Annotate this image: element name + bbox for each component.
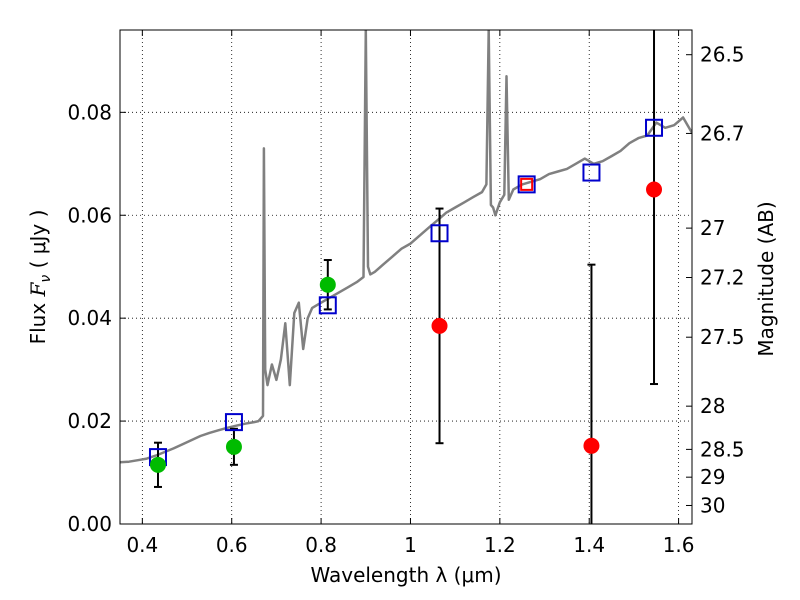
model-square-point	[224, 413, 243, 432]
observed-point	[319, 276, 336, 293]
y-tick-label: 0.00	[67, 512, 112, 536]
y2-axis-label: Magnitude (AB)	[754, 201, 778, 356]
y-axis-label-pre: Flux	[26, 296, 50, 344]
model-square-point	[645, 118, 664, 137]
y-tick-label: 0.08	[67, 100, 112, 124]
y-tick-label: 0.04	[67, 306, 112, 330]
y2-tick-label: 29	[700, 465, 725, 489]
observed-point	[646, 181, 663, 198]
x-tick-label: 1.4	[573, 533, 605, 557]
y2-tick-label: 28	[700, 394, 725, 418]
y2-tick-label: 30	[700, 493, 725, 517]
x-tick-label: 0.8	[305, 533, 337, 557]
model-square-point	[517, 175, 536, 194]
model-square-point	[318, 296, 337, 315]
x-tick-label: 0.6	[216, 533, 248, 557]
y-tick-label: 0.02	[67, 409, 112, 433]
x-tick-label: 1	[404, 533, 417, 557]
observed-point	[431, 317, 448, 334]
y-axis-label-post: ( μJy )	[26, 210, 50, 275]
spectrum-line	[120, 30, 692, 464]
y2-tick-label: 27.2	[700, 266, 745, 290]
x-tick-label: 1.2	[484, 533, 516, 557]
model-square-point	[520, 177, 534, 191]
y2-tick-label: 27.5	[700, 325, 745, 349]
y2-tick-label: 26.7	[700, 121, 745, 145]
x-tick-label: 0.4	[126, 533, 158, 557]
ticks: 0.4 0.6 0.8 1 1.2 1.4 1.6 0.00 0.02 0.04 0.06 0.08 2…	[67, 30, 745, 557]
model-square-point	[582, 163, 601, 182]
y-tick-label: 0.06	[67, 203, 112, 227]
y-axis-label-symbol: F	[26, 281, 50, 297]
data-layer	[120, 30, 692, 524]
x-tick-label: 1.6	[663, 533, 695, 557]
grid	[120, 30, 692, 524]
observed-point	[149, 456, 166, 473]
plot-frame	[119, 29, 693, 525]
y2-tick-label: 26.5	[700, 43, 745, 67]
y2-tick-label: 28.5	[700, 437, 745, 461]
model-square-point	[430, 224, 449, 243]
y-axis-label: Flux Fν ( μJy )	[26, 210, 54, 345]
y-axis-label-subscript: ν	[38, 275, 54, 283]
x-axis-label: Wavelength λ (μm)	[310, 563, 501, 587]
y2-tick-label: 27	[700, 216, 725, 240]
observed-point	[583, 437, 600, 454]
observed-point	[225, 438, 242, 455]
